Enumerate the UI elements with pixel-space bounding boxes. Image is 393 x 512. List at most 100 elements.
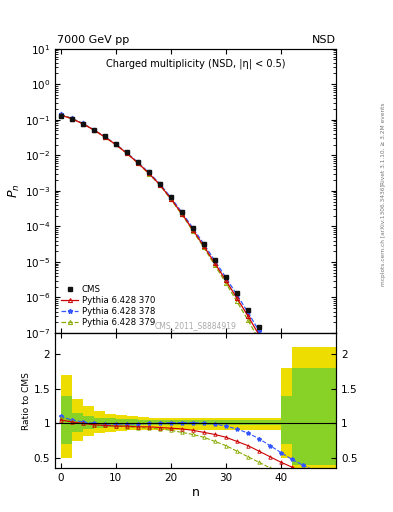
CMS (290, 375, 294, 381)
Text: 7000 GeV pp: 7000 GeV pp (57, 35, 129, 45)
CMS (124, 150, 129, 156)
Pythia 6.428 378 (235, 292, 239, 298)
Pythia 6.428 379 (279, 376, 283, 382)
Pythia 6.428 370 (168, 196, 173, 202)
Pythia 6.428 379 (146, 170, 151, 177)
Text: mcplots.cern.ch [arXiv:1306.3436]: mcplots.cern.ch [arXiv:1306.3436] (381, 185, 386, 286)
CMS (190, 225, 195, 231)
CMS (246, 307, 250, 313)
CMS (279, 357, 283, 364)
Pythia 6.428 379 (124, 150, 129, 156)
CMS (213, 258, 217, 264)
Pythia 6.428 379 (190, 228, 195, 234)
Pythia 6.428 379 (113, 141, 118, 147)
Pythia 6.428 379 (257, 336, 261, 343)
CMS (268, 340, 272, 347)
Pythia 6.428 378 (102, 134, 107, 140)
Pythia 6.428 370 (58, 112, 63, 118)
CMS (113, 141, 118, 147)
Legend: CMS, Pythia 6.428 370, Pythia 6.428 378, Pythia 6.428 379: CMS, Pythia 6.428 370, Pythia 6.428 378,… (59, 283, 157, 329)
Pythia 6.428 378 (224, 274, 228, 281)
CMS (58, 113, 63, 119)
Pythia 6.428 370 (268, 351, 272, 357)
X-axis label: n: n (191, 486, 200, 499)
Text: Rivet 3.1.10, ≥ 3.2M events: Rivet 3.1.10, ≥ 3.2M events (381, 102, 386, 185)
Y-axis label: Ratio to CMS: Ratio to CMS (22, 372, 31, 430)
CMS (257, 324, 261, 330)
CMS (91, 126, 96, 133)
CMS (157, 181, 162, 187)
CMS (224, 274, 228, 280)
Pythia 6.428 378 (146, 169, 151, 176)
Pythia 6.428 378 (213, 258, 217, 264)
CMS (168, 195, 173, 201)
Line: Pythia 6.428 379: Pythia 6.428 379 (59, 113, 327, 469)
CMS (235, 290, 239, 296)
Pythia 6.428 370 (323, 454, 327, 460)
Pythia 6.428 378 (268, 347, 272, 353)
Line: Pythia 6.428 370: Pythia 6.428 370 (59, 113, 327, 459)
Pythia 6.428 378 (179, 209, 184, 215)
Pythia 6.428 370 (69, 116, 74, 122)
Pythia 6.428 370 (301, 411, 305, 417)
Pythia 6.428 378 (124, 150, 129, 156)
Pythia 6.428 379 (224, 280, 228, 286)
Pythia 6.428 378 (323, 449, 327, 455)
Pythia 6.428 370 (80, 120, 85, 126)
CMS (80, 120, 85, 126)
Pythia 6.428 378 (113, 141, 118, 147)
Pythia 6.428 370 (224, 278, 228, 284)
Line: Pythia 6.428 378: Pythia 6.428 378 (58, 112, 327, 455)
Pythia 6.428 370 (290, 390, 294, 396)
Text: NSD: NSD (312, 35, 336, 45)
Text: CMS_2011_S8884919: CMS_2011_S8884919 (154, 321, 237, 330)
Pythia 6.428 378 (157, 181, 162, 187)
Pythia 6.428 370 (312, 432, 316, 438)
Pythia 6.428 370 (235, 295, 239, 301)
Pythia 6.428 378 (58, 111, 63, 117)
Pythia 6.428 379 (102, 134, 107, 140)
Pythia 6.428 379 (213, 262, 217, 268)
Pythia 6.428 370 (190, 227, 195, 233)
CMS (323, 429, 327, 435)
CMS (102, 133, 107, 139)
Pythia 6.428 379 (312, 441, 316, 447)
Pythia 6.428 378 (168, 194, 173, 200)
Pythia 6.428 378 (257, 328, 261, 334)
Pythia 6.428 379 (301, 418, 305, 424)
Pythia 6.428 379 (91, 127, 96, 133)
CMS (135, 159, 140, 165)
Pythia 6.428 370 (179, 210, 184, 217)
Pythia 6.428 379 (58, 112, 63, 118)
Pythia 6.428 378 (135, 159, 140, 165)
Pythia 6.428 378 (301, 406, 305, 412)
CMS (202, 241, 206, 247)
Pythia 6.428 370 (202, 243, 206, 249)
Pythia 6.428 370 (279, 370, 283, 376)
CMS (146, 169, 151, 176)
Pythia 6.428 379 (202, 244, 206, 250)
Pythia 6.428 370 (257, 332, 261, 338)
Pythia 6.428 379 (290, 397, 294, 403)
Pythia 6.428 379 (268, 356, 272, 362)
Pythia 6.428 370 (146, 170, 151, 176)
Pythia 6.428 370 (124, 150, 129, 156)
CMS (301, 392, 305, 398)
Y-axis label: $P_n$: $P_n$ (7, 184, 22, 198)
Pythia 6.428 379 (168, 196, 173, 202)
CMS (312, 410, 316, 416)
Pythia 6.428 378 (190, 225, 195, 231)
Pythia 6.428 378 (279, 366, 283, 372)
CMS (179, 209, 184, 216)
Pythia 6.428 378 (69, 115, 74, 121)
Pythia 6.428 378 (290, 386, 294, 392)
Pythia 6.428 370 (157, 181, 162, 187)
Pythia 6.428 370 (91, 127, 96, 133)
Pythia 6.428 379 (80, 120, 85, 126)
Pythia 6.428 378 (246, 309, 250, 315)
Pythia 6.428 379 (69, 116, 74, 122)
Pythia 6.428 379 (179, 211, 184, 218)
Pythia 6.428 379 (235, 298, 239, 305)
Pythia 6.428 370 (213, 260, 217, 266)
Pythia 6.428 379 (157, 182, 162, 188)
